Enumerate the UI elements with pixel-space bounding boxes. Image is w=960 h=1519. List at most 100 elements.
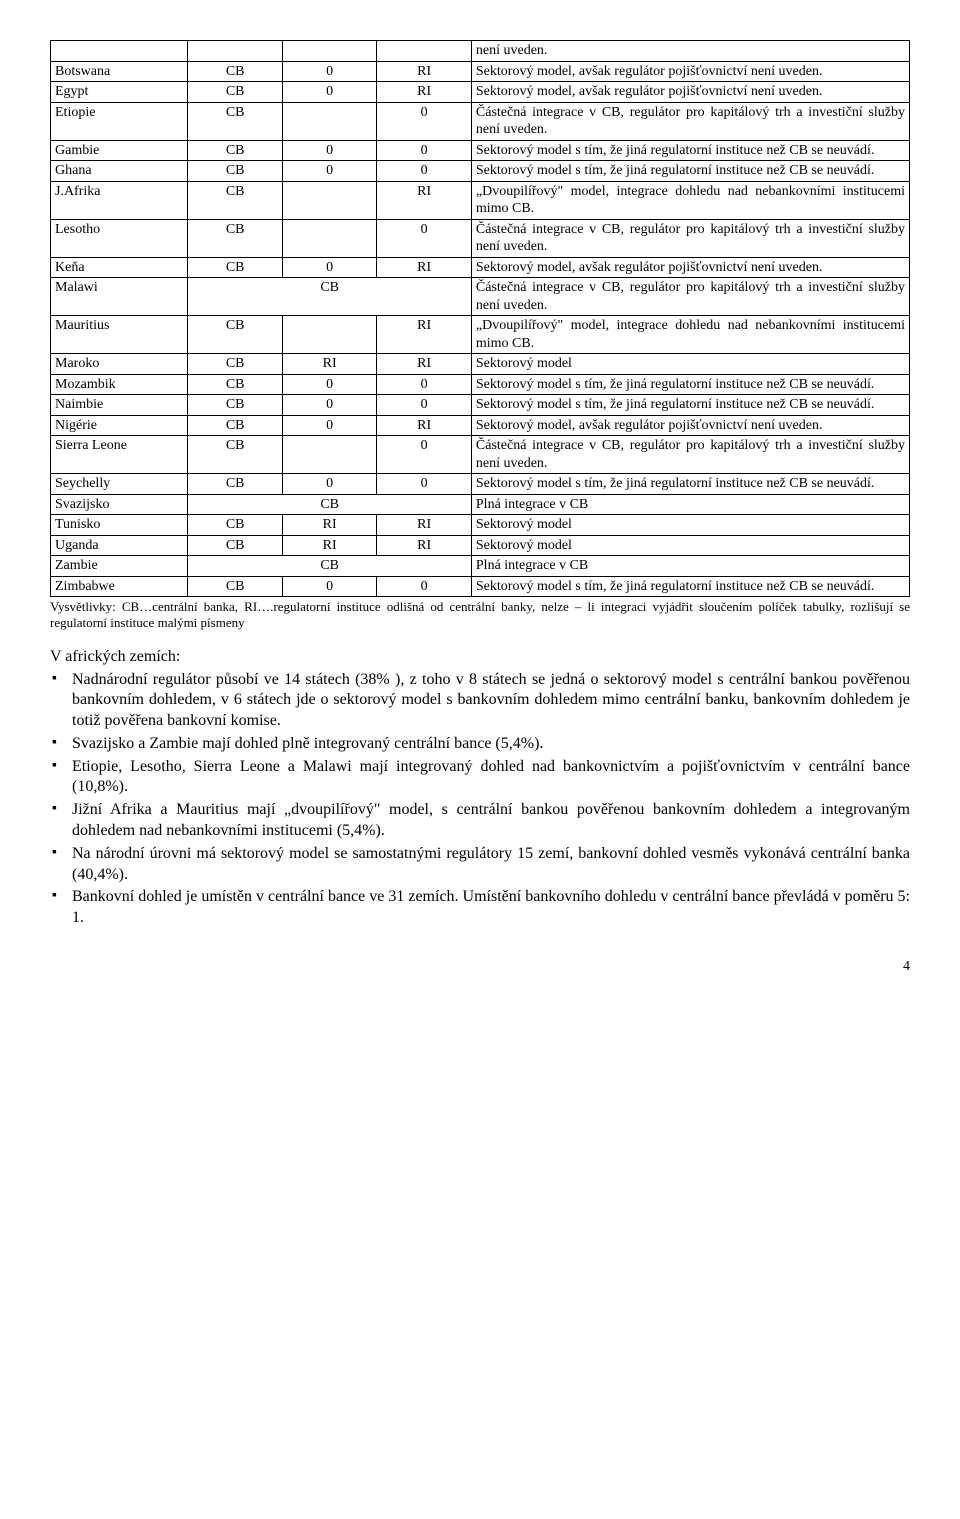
table-row: NaimbieCB00Sektorový model s tím, že jin… [51, 395, 910, 416]
cell-country: Zambie [51, 556, 188, 577]
data-table: není uveden.BotswanaCB0RISektorový model… [50, 40, 910, 597]
table-row: LesothoCB 0Částečná integrace v CB, regul… [51, 219, 910, 257]
cell-country: Seychelly [51, 474, 188, 495]
cell-description: Částečná integrace v CB, regulátor pro k… [471, 436, 909, 474]
cell-country: Nigérie [51, 415, 188, 436]
table-row: EtiopieCB0Částečná integrace v CB, regul… [51, 102, 910, 140]
table-row: SeychellyCB00Sektorový model s tím, že j… [51, 474, 910, 495]
table-row: BotswanaCB0RISektorový model, avšak regu… [51, 61, 910, 82]
cell-description: Částečná integrace v CB, regulátor pro k… [471, 102, 909, 140]
cell-code: 0 [282, 395, 376, 416]
cell-code: CB [188, 82, 282, 103]
cell-code: CB [188, 161, 282, 182]
table-row: ZimbabweCB00Sektorový model s tím, že ji… [51, 576, 910, 597]
list-item: Etiopie, Lesotho, Sierra Leone a Malawi … [50, 757, 910, 799]
table-row: NigérieCB0RISektorový model, avšak regul… [51, 415, 910, 436]
cell-description: Sektorový model s tím, že jiná regulator… [471, 576, 909, 597]
cell-description: není uveden. [471, 41, 909, 62]
cell-code: CB [188, 354, 282, 375]
cell-country: Tunisko [51, 515, 188, 536]
cell-code: 0 [377, 576, 471, 597]
cell-code [282, 102, 376, 140]
table-row: GambieCB00Sektorový model s tím, že jiná… [51, 140, 910, 161]
cell-code [282, 219, 376, 257]
cell-description: Sektorový model, avšak regulátor pojišťo… [471, 61, 909, 82]
table-row: MarokoCBRIRISektorový model [51, 354, 910, 375]
cell-code: 0 [282, 576, 376, 597]
cell-description: Sektorový model [471, 535, 909, 556]
cell-code [282, 316, 376, 354]
cell-code: RI [377, 515, 471, 536]
cell-country: Mauritius [51, 316, 188, 354]
cell-code: RI [282, 535, 376, 556]
cell-code [377, 41, 471, 62]
cell-code: CB [188, 102, 282, 140]
cell-description: Částečná integrace v CB, regulátor pro k… [471, 219, 909, 257]
cell-code: CB [188, 515, 282, 536]
cell-code: RI [377, 535, 471, 556]
cell-code [282, 181, 376, 219]
cell-description: Sektorový model [471, 354, 909, 375]
cell-description: Sektorový model, avšak regulátor pojišťo… [471, 415, 909, 436]
cell-code: 0 [282, 415, 376, 436]
footnote-text: Vysvětlivky: CB…centrální banka, RI….reg… [50, 599, 910, 632]
table-row: MauritiusCB RI„Dvoupilířový" model, integ… [51, 316, 910, 354]
cell-description: Sektorový model s tím, že jiná regulator… [471, 474, 909, 495]
list-item: Nadnárodní regulátor působí ve 14 státec… [50, 670, 910, 732]
section-heading: V afrických zemích: [50, 648, 910, 666]
cell-description: Sektorový model s tím, že jiná regulator… [471, 161, 909, 182]
cell-code: RI [377, 61, 471, 82]
cell-code [282, 41, 376, 62]
cell-code: 0 [377, 374, 471, 395]
cell-description: Sektorový model, avšak regulátor pojišťo… [471, 82, 909, 103]
cell-code: RI [377, 316, 471, 354]
cell-code: CB [188, 140, 282, 161]
table-row: MozambikCB00Sektorový model s tím, že ji… [51, 374, 910, 395]
cell-country: Ghana [51, 161, 188, 182]
cell-code: CB [188, 219, 282, 257]
cell-code: 0 [377, 219, 471, 257]
bullet-list: Nadnárodní regulátor působí ve 14 státec… [50, 670, 910, 930]
cell-code: CB [188, 436, 282, 474]
cell-code: CB [188, 474, 282, 495]
cell-country: Gambie [51, 140, 188, 161]
cell-code: RI [377, 181, 471, 219]
table-row: SvazijskoCBPlná integrace v CB [51, 494, 910, 515]
cell-code: 0 [282, 82, 376, 103]
cell-description: Sektorový model s tím, že jiná regulator… [471, 395, 909, 416]
cell-code: 0 [377, 161, 471, 182]
cell-code: 0 [377, 436, 471, 474]
table-row: TuniskoCBRIRISektorový model [51, 515, 910, 536]
cell-country: Uganda [51, 535, 188, 556]
table-row: není uveden. [51, 41, 910, 62]
cell-code: CB [188, 535, 282, 556]
cell-code: RI [377, 354, 471, 375]
cell-code: CB [188, 395, 282, 416]
cell-country: Etiopie [51, 102, 188, 140]
cell-code: 0 [282, 140, 376, 161]
table-row: GhanaCB00Sektorový model s tím, že jiná … [51, 161, 910, 182]
cell-code: CB [188, 374, 282, 395]
cell-code: 0 [377, 140, 471, 161]
cell-country [51, 41, 188, 62]
cell-description: Sektorový model, avšak regulátor pojišťo… [471, 257, 909, 278]
cell-merged: CB [188, 494, 471, 515]
cell-description: Sektorový model [471, 515, 909, 536]
cell-description: „Dvoupilířový" model, integrace dohledu … [471, 316, 909, 354]
cell-code: 0 [282, 61, 376, 82]
cell-description: Sektorový model s tím, že jiná regulator… [471, 140, 909, 161]
cell-merged: CB [188, 556, 471, 577]
cell-code: CB [188, 316, 282, 354]
cell-country: Lesotho [51, 219, 188, 257]
cell-description: Plná integrace v CB [471, 556, 909, 577]
cell-description: „Dvoupilířový" model, integrace dohledu … [471, 181, 909, 219]
cell-country: Keňa [51, 257, 188, 278]
cell-code: CB [188, 61, 282, 82]
table-row: KeňaCB0RISektorový model, avšak reguláto… [51, 257, 910, 278]
cell-code: RI [377, 82, 471, 103]
cell-code: RI [282, 515, 376, 536]
cell-code: RI [377, 257, 471, 278]
cell-merged: CB [188, 278, 471, 316]
list-item: Bankovní dohled je umístěn v centrální b… [50, 887, 910, 929]
table-row: UgandaCBRIRISektorový model [51, 535, 910, 556]
